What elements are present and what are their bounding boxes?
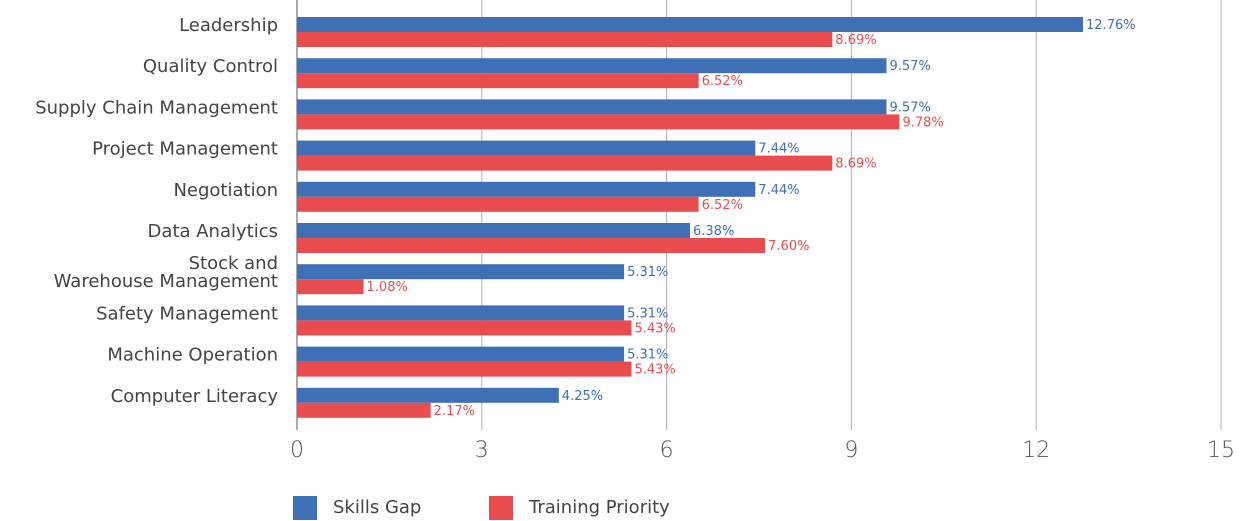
bar (297, 73, 699, 89)
x-tick-label: 0 (290, 438, 304, 463)
y-tick-label: Computer Literacy (111, 386, 279, 407)
y-tick-label: Data Analytics (148, 221, 278, 242)
legend-label: Skills Gap (333, 497, 421, 518)
value-label: 1.08% (367, 280, 408, 295)
y-tick-label: Stock and Warehouse Management (54, 253, 278, 292)
x-tick-label: 6 (660, 438, 674, 463)
value-label: 2.17% (434, 404, 475, 419)
bar (297, 155, 833, 171)
x-tick-label: 3 (475, 438, 489, 463)
bar (297, 305, 625, 321)
legend-swatch (293, 496, 317, 520)
value-label: 6.38% (693, 224, 734, 239)
y-tick-label: Leadership (179, 15, 278, 36)
bar (297, 320, 632, 336)
bar (297, 32, 833, 47)
value-label: 5.43% (634, 363, 675, 378)
y-tick-label: Supply Chain Management (35, 97, 278, 118)
y-tick-label: Machine Operation (107, 345, 278, 366)
bar (297, 361, 632, 377)
x-tick-label: 12 (1022, 438, 1050, 463)
legend-swatch (489, 496, 513, 520)
bar (297, 58, 887, 74)
value-label: 9.57% (890, 59, 931, 74)
value-label: 5.43% (634, 321, 675, 336)
value-label: 7.44% (758, 183, 799, 198)
value-label: 4.25% (562, 389, 603, 404)
legend-label: Training Priority (528, 497, 670, 518)
bar (297, 196, 699, 212)
bar (297, 99, 887, 115)
bar (297, 264, 625, 280)
y-tick-label: Negotiation (173, 180, 278, 201)
value-label: 8.69% (835, 33, 876, 48)
bar (297, 17, 1084, 32)
bar (297, 402, 431, 418)
value-label: 9.57% (890, 100, 931, 115)
y-tick-label: Safety Management (96, 303, 278, 324)
value-label: 12.76% (1086, 18, 1136, 33)
bar (297, 346, 625, 362)
x-tick-label: 9 (844, 438, 858, 463)
value-label: 7.60% (768, 239, 809, 254)
bar (297, 279, 364, 295)
bar (297, 223, 691, 238)
value-label: 7.44% (758, 142, 799, 157)
y-tick-label: Project Management (92, 139, 278, 160)
value-label: 5.31% (627, 306, 668, 321)
bar (297, 140, 756, 156)
x-tick-label: 15 (1207, 438, 1235, 463)
value-label: 6.52% (702, 198, 743, 213)
bar (297, 238, 766, 253)
bar (297, 181, 756, 197)
value-label: 5.31% (627, 265, 668, 280)
value-label: 5.31% (627, 348, 668, 363)
value-label: 9.78% (902, 115, 943, 130)
value-label: 8.69% (835, 157, 876, 172)
y-tick-label: Quality Control (143, 56, 278, 77)
bar (297, 114, 900, 130)
value-label: 6.52% (702, 74, 743, 89)
bar (297, 387, 559, 403)
